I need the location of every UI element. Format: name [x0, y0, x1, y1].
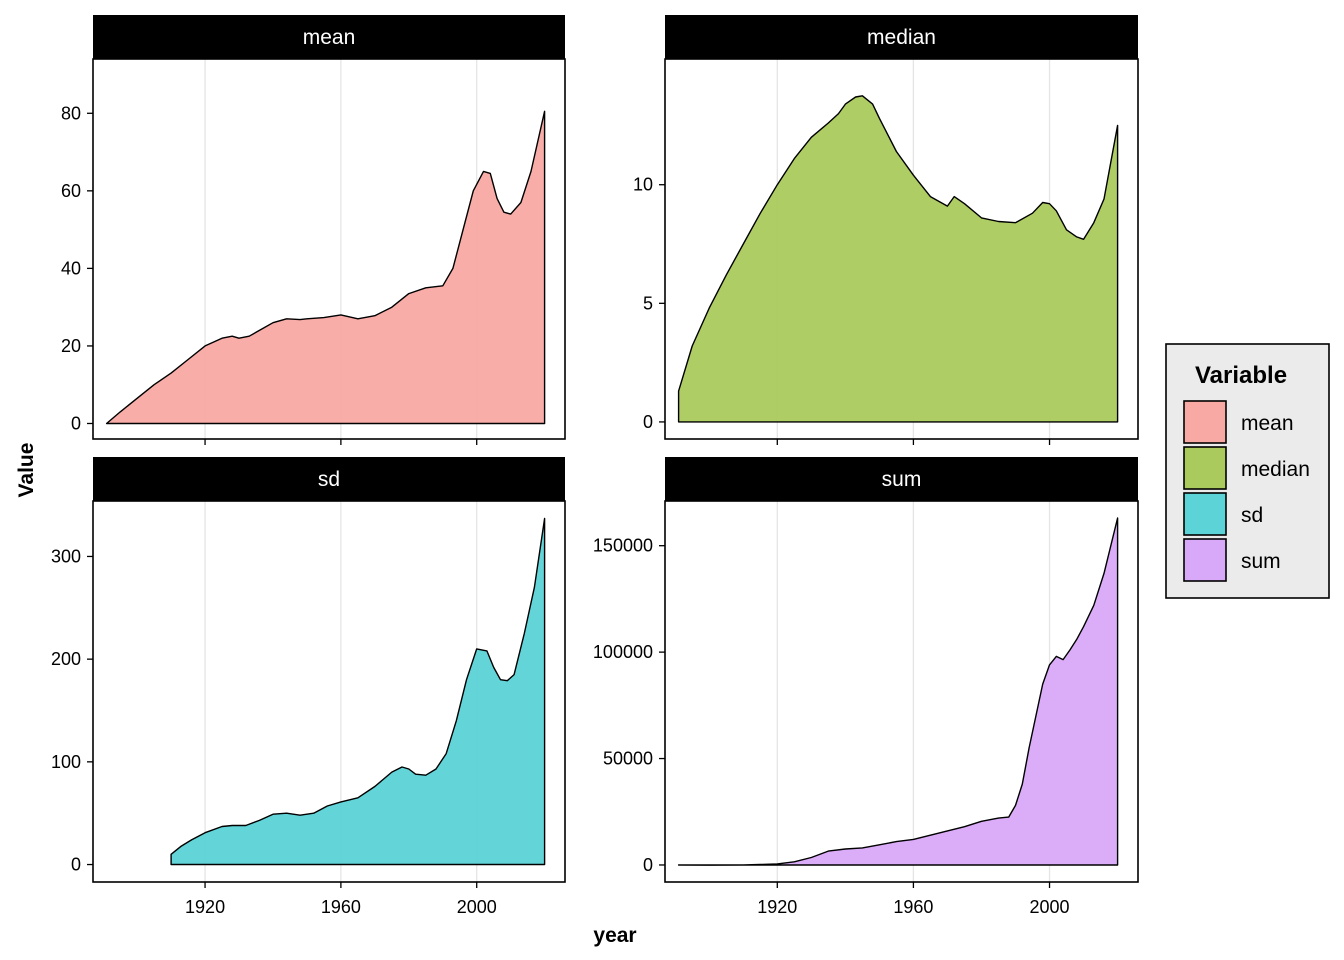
- area-mean: [105, 110, 546, 425]
- y-tick-label: 0: [643, 855, 653, 875]
- area-sum: [677, 517, 1119, 866]
- legend-label-sum: sum: [1241, 550, 1281, 573]
- y-tick-label: 60: [61, 181, 81, 201]
- y-tick-label: 150000: [593, 536, 653, 556]
- y-tick-label: 0: [71, 855, 81, 875]
- y-tick-label: 100: [51, 752, 81, 772]
- strip-label-mean: mean: [303, 26, 356, 49]
- area-sd: [170, 517, 546, 866]
- x-tick-label: 1920: [185, 897, 225, 917]
- x-tick-label: 1960: [321, 897, 361, 917]
- panel-border: [664, 58, 1139, 440]
- strip-median: [665, 15, 1138, 59]
- panel-median: median 0 5 10: [633, 15, 1139, 445]
- x-tick-label: 2000: [1030, 897, 1070, 917]
- y-tick-label: 5: [643, 293, 653, 313]
- panel-mean: mean 0 20 40 60 80: [61, 15, 566, 445]
- legend-title: Variable: [1195, 362, 1287, 389]
- x-tick-label: 1960: [893, 897, 933, 917]
- strip-mean: [93, 15, 565, 59]
- y-tick-label: 80: [61, 103, 81, 123]
- area-median: [677, 95, 1119, 423]
- y-tick-label: 0: [71, 413, 81, 433]
- y-tick-label: 0: [643, 412, 653, 432]
- y-tick-label: 100000: [593, 642, 653, 662]
- panel-border: [92, 58, 566, 440]
- panel-border: [92, 500, 566, 883]
- legend-label-mean: mean: [1241, 412, 1294, 435]
- y-tick-label: 20: [61, 336, 81, 356]
- strip-label-sum: sum: [882, 468, 922, 491]
- y-tick-label: 50000: [603, 749, 653, 769]
- panel-sum: sum 0 50000 100000 150000 1920 1960 2000: [593, 457, 1139, 917]
- y-tick-label: 200: [51, 649, 81, 669]
- y-tick-label: 40: [61, 258, 81, 278]
- legend-label-sd: sd: [1241, 504, 1263, 527]
- legend-key-median: [1183, 446, 1227, 490]
- x-tick-label: 1920: [757, 897, 797, 917]
- legend-key-mean: [1183, 400, 1227, 444]
- strip-label-sd: sd: [318, 468, 340, 491]
- legend-label-median: median: [1241, 458, 1310, 481]
- panel-sd: sd 0 100 200 300 1920 1960 2000: [51, 457, 566, 917]
- y-tick-label: 10: [633, 175, 653, 195]
- panel-border: [664, 500, 1139, 883]
- legend-key-sd: [1183, 492, 1227, 536]
- y-axis-title: Value: [15, 443, 38, 498]
- x-axis-title: year: [593, 924, 636, 947]
- strip-sum: [665, 457, 1138, 501]
- legend-key-sum: [1183, 538, 1227, 582]
- strip-label-median: median: [867, 26, 936, 49]
- y-tick-label: 300: [51, 546, 81, 566]
- x-tick-label: 2000: [457, 897, 497, 917]
- legend: Variable mean median sd sum: [1165, 343, 1330, 599]
- strip-sd: [93, 457, 565, 501]
